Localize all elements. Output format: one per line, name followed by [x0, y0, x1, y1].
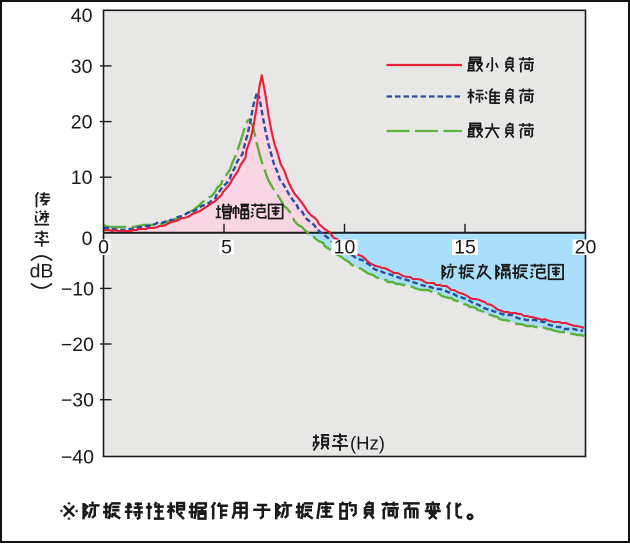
svg-text:30: 30: [71, 56, 93, 78]
svg-text:0: 0: [98, 237, 109, 259]
svg-text:0: 0: [82, 228, 93, 250]
svg-text:15: 15: [454, 237, 476, 259]
svg-text:20: 20: [71, 112, 93, 134]
svg-text:−30: −30: [61, 390, 94, 412]
svg-text:10: 10: [71, 167, 93, 189]
svg-text:(Hz): (Hz): [350, 433, 385, 454]
svg-text:−20: −20: [61, 334, 94, 356]
svg-text:−40: −40: [61, 447, 94, 469]
svg-text:10: 10: [334, 237, 356, 259]
svg-text:dB: dB: [30, 261, 54, 283]
svg-text:−10: −10: [61, 278, 94, 300]
svg-text:40: 40: [71, 5, 93, 27]
svg-text:20: 20: [575, 237, 597, 259]
svg-text:5: 5: [221, 237, 232, 259]
